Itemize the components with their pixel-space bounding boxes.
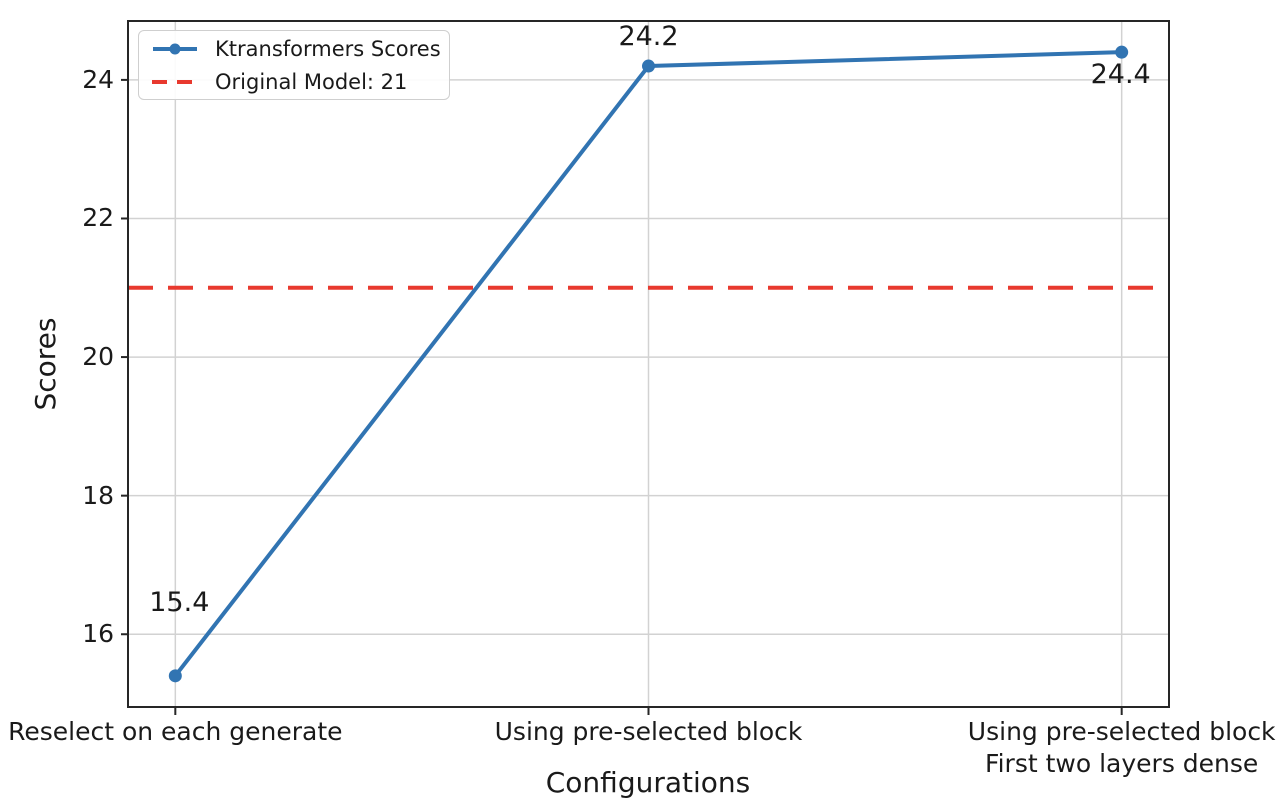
data-point-annotation: 24.4 — [1090, 59, 1151, 91]
x-tick-label: Using pre-selected block — [494, 717, 803, 746]
legend-item-original-model: Original Model: 21 — [151, 70, 439, 94]
y-tick-label: 22 — [82, 203, 114, 233]
legend-label-reference: Original Model: 21 — [215, 69, 408, 94]
x-tick-label: Reselect on each generate — [8, 717, 343, 746]
legend-label-series: Ktransformers Scores — [215, 36, 441, 61]
y-tick-label: 16 — [82, 619, 114, 649]
y-tick-label: 24 — [82, 64, 114, 94]
y-axis-title: Scores — [29, 317, 62, 411]
x-axis-title: Configurations — [545, 766, 751, 799]
data-point-marker — [1115, 45, 1129, 59]
legend-item-ktransformers-scores: Ktransformers Scores — [151, 36, 441, 61]
data-point-annotation: 15.4 — [149, 586, 210, 618]
data-point-marker — [642, 59, 655, 73]
data-point-marker — [168, 669, 182, 683]
legend: Ktransformers Scores Original Model: 21 — [138, 30, 450, 100]
legend-dashed-line-icon — [152, 79, 198, 84]
y-tick-label: 18 — [82, 480, 114, 510]
x-tick-label: Using pre-selected block First two layers… — [967, 717, 1276, 778]
data-point-annotation: 24.2 — [618, 21, 679, 53]
y-tick-label: 20 — [82, 342, 114, 372]
legend-line-marker-icon — [153, 43, 197, 54]
